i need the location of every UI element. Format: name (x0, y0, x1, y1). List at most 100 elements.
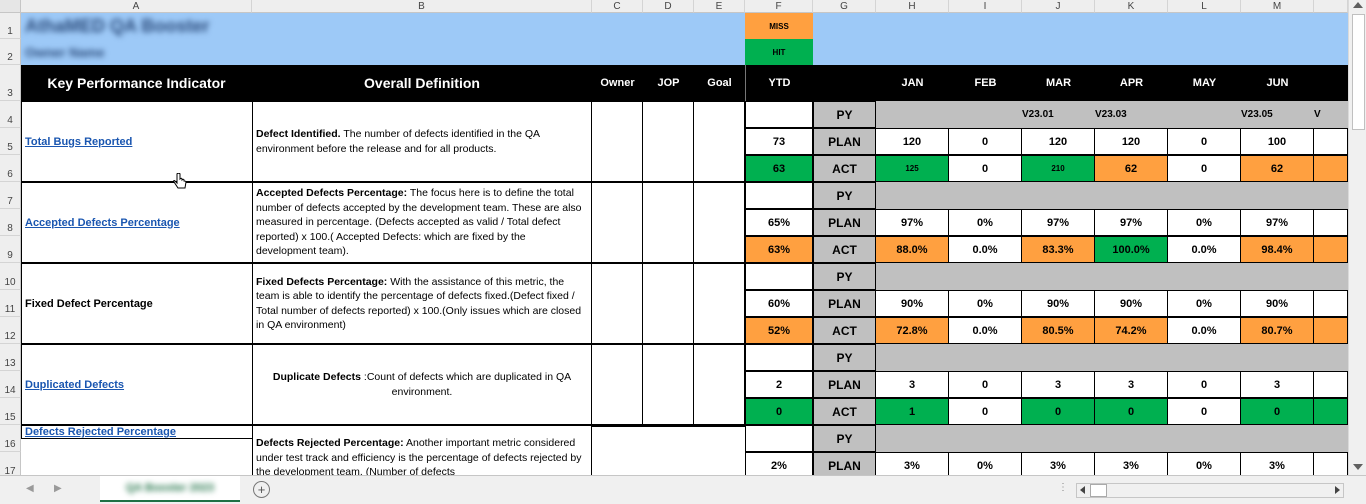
plan-value-overflow[interactable] (1314, 371, 1348, 398)
act-value-overflow[interactable] (1314, 317, 1348, 344)
kpi-name[interactable]: Duplicated Defects (21, 344, 252, 425)
act-value-mar[interactable]: 83.3% (1022, 236, 1095, 263)
act-value-overflow[interactable] (1314, 236, 1348, 263)
ytd-plan-value[interactable]: 2 (745, 371, 813, 398)
ytd-py-cell[interactable] (745, 263, 813, 290)
scroll-up-arrow-icon[interactable] (1353, 2, 1363, 8)
act-value-apr[interactable]: 0 (1095, 398, 1168, 425)
kpi-name[interactable]: Accepted Defects Percentage (21, 182, 252, 263)
ytd-py-cell[interactable] (745, 182, 813, 209)
plan-value-may[interactable]: 0% (1168, 209, 1241, 236)
plan-value-jan[interactable]: 97% (876, 209, 949, 236)
plan-value-feb[interactable]: 0% (949, 290, 1022, 317)
ytd-act-value[interactable]: 0 (745, 398, 813, 425)
tab-split-handle[interactable]: ⋮ (1058, 482, 1068, 493)
row-header-10[interactable]: 10 (0, 263, 21, 290)
ytd-plan-value[interactable]: 2% (745, 452, 813, 475)
row-header-4[interactable]: 4 (0, 101, 21, 128)
plan-value-may[interactable]: 0% (1168, 452, 1241, 475)
act-value-apr[interactable]: 100.0% (1095, 236, 1168, 263)
plan-value-jun[interactable]: 97% (1241, 209, 1314, 236)
add-sheet-icon[interactable]: + (253, 481, 270, 498)
column-header-C[interactable]: C (592, 0, 643, 13)
act-value-jan[interactable]: 72.8% (876, 317, 949, 344)
ytd-py-cell[interactable] (745, 101, 813, 128)
row-header-14[interactable]: 14 (0, 371, 21, 398)
act-value-feb[interactable]: 0 (949, 155, 1022, 182)
act-value-jun[interactable]: 0 (1241, 398, 1314, 425)
select-all-corner[interactable] (0, 0, 21, 13)
plan-value-jun[interactable]: 90% (1241, 290, 1314, 317)
vertical-scrollbar[interactable] (1348, 0, 1366, 475)
spreadsheet-grid[interactable]: A B C D E F G H I J K L M 1 2 3 4 5 6 7 8 9 10 11 12 13 14 15 16 17 At… (0, 0, 1348, 475)
plan-value-jun[interactable]: 100 (1241, 128, 1314, 155)
horizontal-scrollbar[interactable] (1076, 483, 1344, 498)
act-value-may[interactable]: 0 (1168, 155, 1241, 182)
jop-cell[interactable] (643, 344, 694, 425)
plan-value-feb[interactable]: 0 (949, 128, 1022, 155)
scroll-left-icon[interactable] (1080, 486, 1085, 494)
ytd-py-cell[interactable] (745, 344, 813, 371)
act-value-feb[interactable]: 0 (949, 398, 1022, 425)
plan-value-jun[interactable]: 3% (1241, 452, 1314, 475)
act-value-jun[interactable]: 98.4% (1241, 236, 1314, 263)
act-value-may[interactable]: 0.0% (1168, 236, 1241, 263)
act-value-jun[interactable]: 62 (1241, 155, 1314, 182)
scroll-right-icon[interactable] (1335, 486, 1340, 494)
sheet-tab-active[interactable]: QA Booster 2023 (100, 476, 240, 502)
plan-value-feb[interactable]: 0 (949, 371, 1022, 398)
plan-value-apr[interactable]: 90% (1095, 290, 1168, 317)
ytd-act-value[interactable]: 52% (745, 317, 813, 344)
kpi-name[interactable]: Defects Rejected Percentage (21, 425, 252, 439)
act-value-jan[interactable]: 88.0% (876, 236, 949, 263)
column-header-H[interactable]: H (876, 0, 949, 13)
plan-value-may[interactable]: 0% (1168, 290, 1241, 317)
row-header-11[interactable]: 11 (0, 290, 21, 317)
plan-value-jun[interactable]: 3 (1241, 371, 1314, 398)
column-header-E[interactable]: E (694, 0, 745, 13)
act-value-feb[interactable]: 0.0% (949, 317, 1022, 344)
plan-value-overflow[interactable] (1314, 128, 1348, 155)
row-header-9[interactable]: 9 (0, 236, 21, 263)
goal-cell[interactable] (694, 101, 745, 182)
row-header-3[interactable]: 3 (0, 65, 21, 101)
act-value-jan[interactable]: 125 (876, 155, 949, 182)
ytd-plan-value[interactable]: 65% (745, 209, 813, 236)
plan-value-apr[interactable]: 97% (1095, 209, 1168, 236)
act-value-may[interactable]: 0.0% (1168, 317, 1241, 344)
act-value-overflow[interactable] (1314, 398, 1348, 425)
ytd-plan-value[interactable]: 60% (745, 290, 813, 317)
column-header-G[interactable]: G (813, 0, 876, 13)
row-header-15[interactable]: 15 (0, 398, 21, 425)
owner-cell[interactable] (592, 101, 643, 182)
act-value-feb[interactable]: 0.0% (949, 236, 1022, 263)
act-value-mar[interactable]: 80.5% (1022, 317, 1095, 344)
act-value-overflow[interactable] (1314, 155, 1348, 182)
plan-value-apr[interactable]: 3 (1095, 371, 1168, 398)
plan-value-jan[interactable]: 3% (876, 452, 949, 475)
act-value-apr[interactable]: 74.2% (1095, 317, 1168, 344)
plan-value-mar[interactable]: 3% (1022, 452, 1095, 475)
plan-value-apr[interactable]: 120 (1095, 128, 1168, 155)
row-header-5[interactable]: 5 (0, 128, 21, 155)
column-header-D[interactable]: D (643, 0, 694, 13)
row-header-16[interactable]: 16 (0, 425, 21, 452)
act-value-mar[interactable]: 0 (1022, 398, 1095, 425)
row-header-1[interactable]: 1 (0, 13, 21, 39)
owner-cell[interactable] (592, 425, 643, 427)
row-header-13[interactable]: 13 (0, 344, 21, 371)
plan-value-mar[interactable]: 3 (1022, 371, 1095, 398)
act-value-apr[interactable]: 62 (1095, 155, 1168, 182)
plan-value-mar[interactable]: 97% (1022, 209, 1095, 236)
plan-value-feb[interactable]: 0% (949, 452, 1022, 475)
column-header-M[interactable]: M (1241, 0, 1314, 13)
goal-cell[interactable] (694, 344, 745, 425)
row-header-12[interactable]: 12 (0, 317, 21, 344)
plan-value-jan[interactable]: 3 (876, 371, 949, 398)
plan-value-overflow[interactable] (1314, 290, 1348, 317)
jop-cell[interactable] (643, 263, 694, 344)
goal-cell[interactable] (694, 425, 745, 427)
act-value-jan[interactable]: 1 (876, 398, 949, 425)
column-header-F[interactable]: F (745, 0, 813, 13)
owner-cell[interactable] (592, 344, 643, 425)
